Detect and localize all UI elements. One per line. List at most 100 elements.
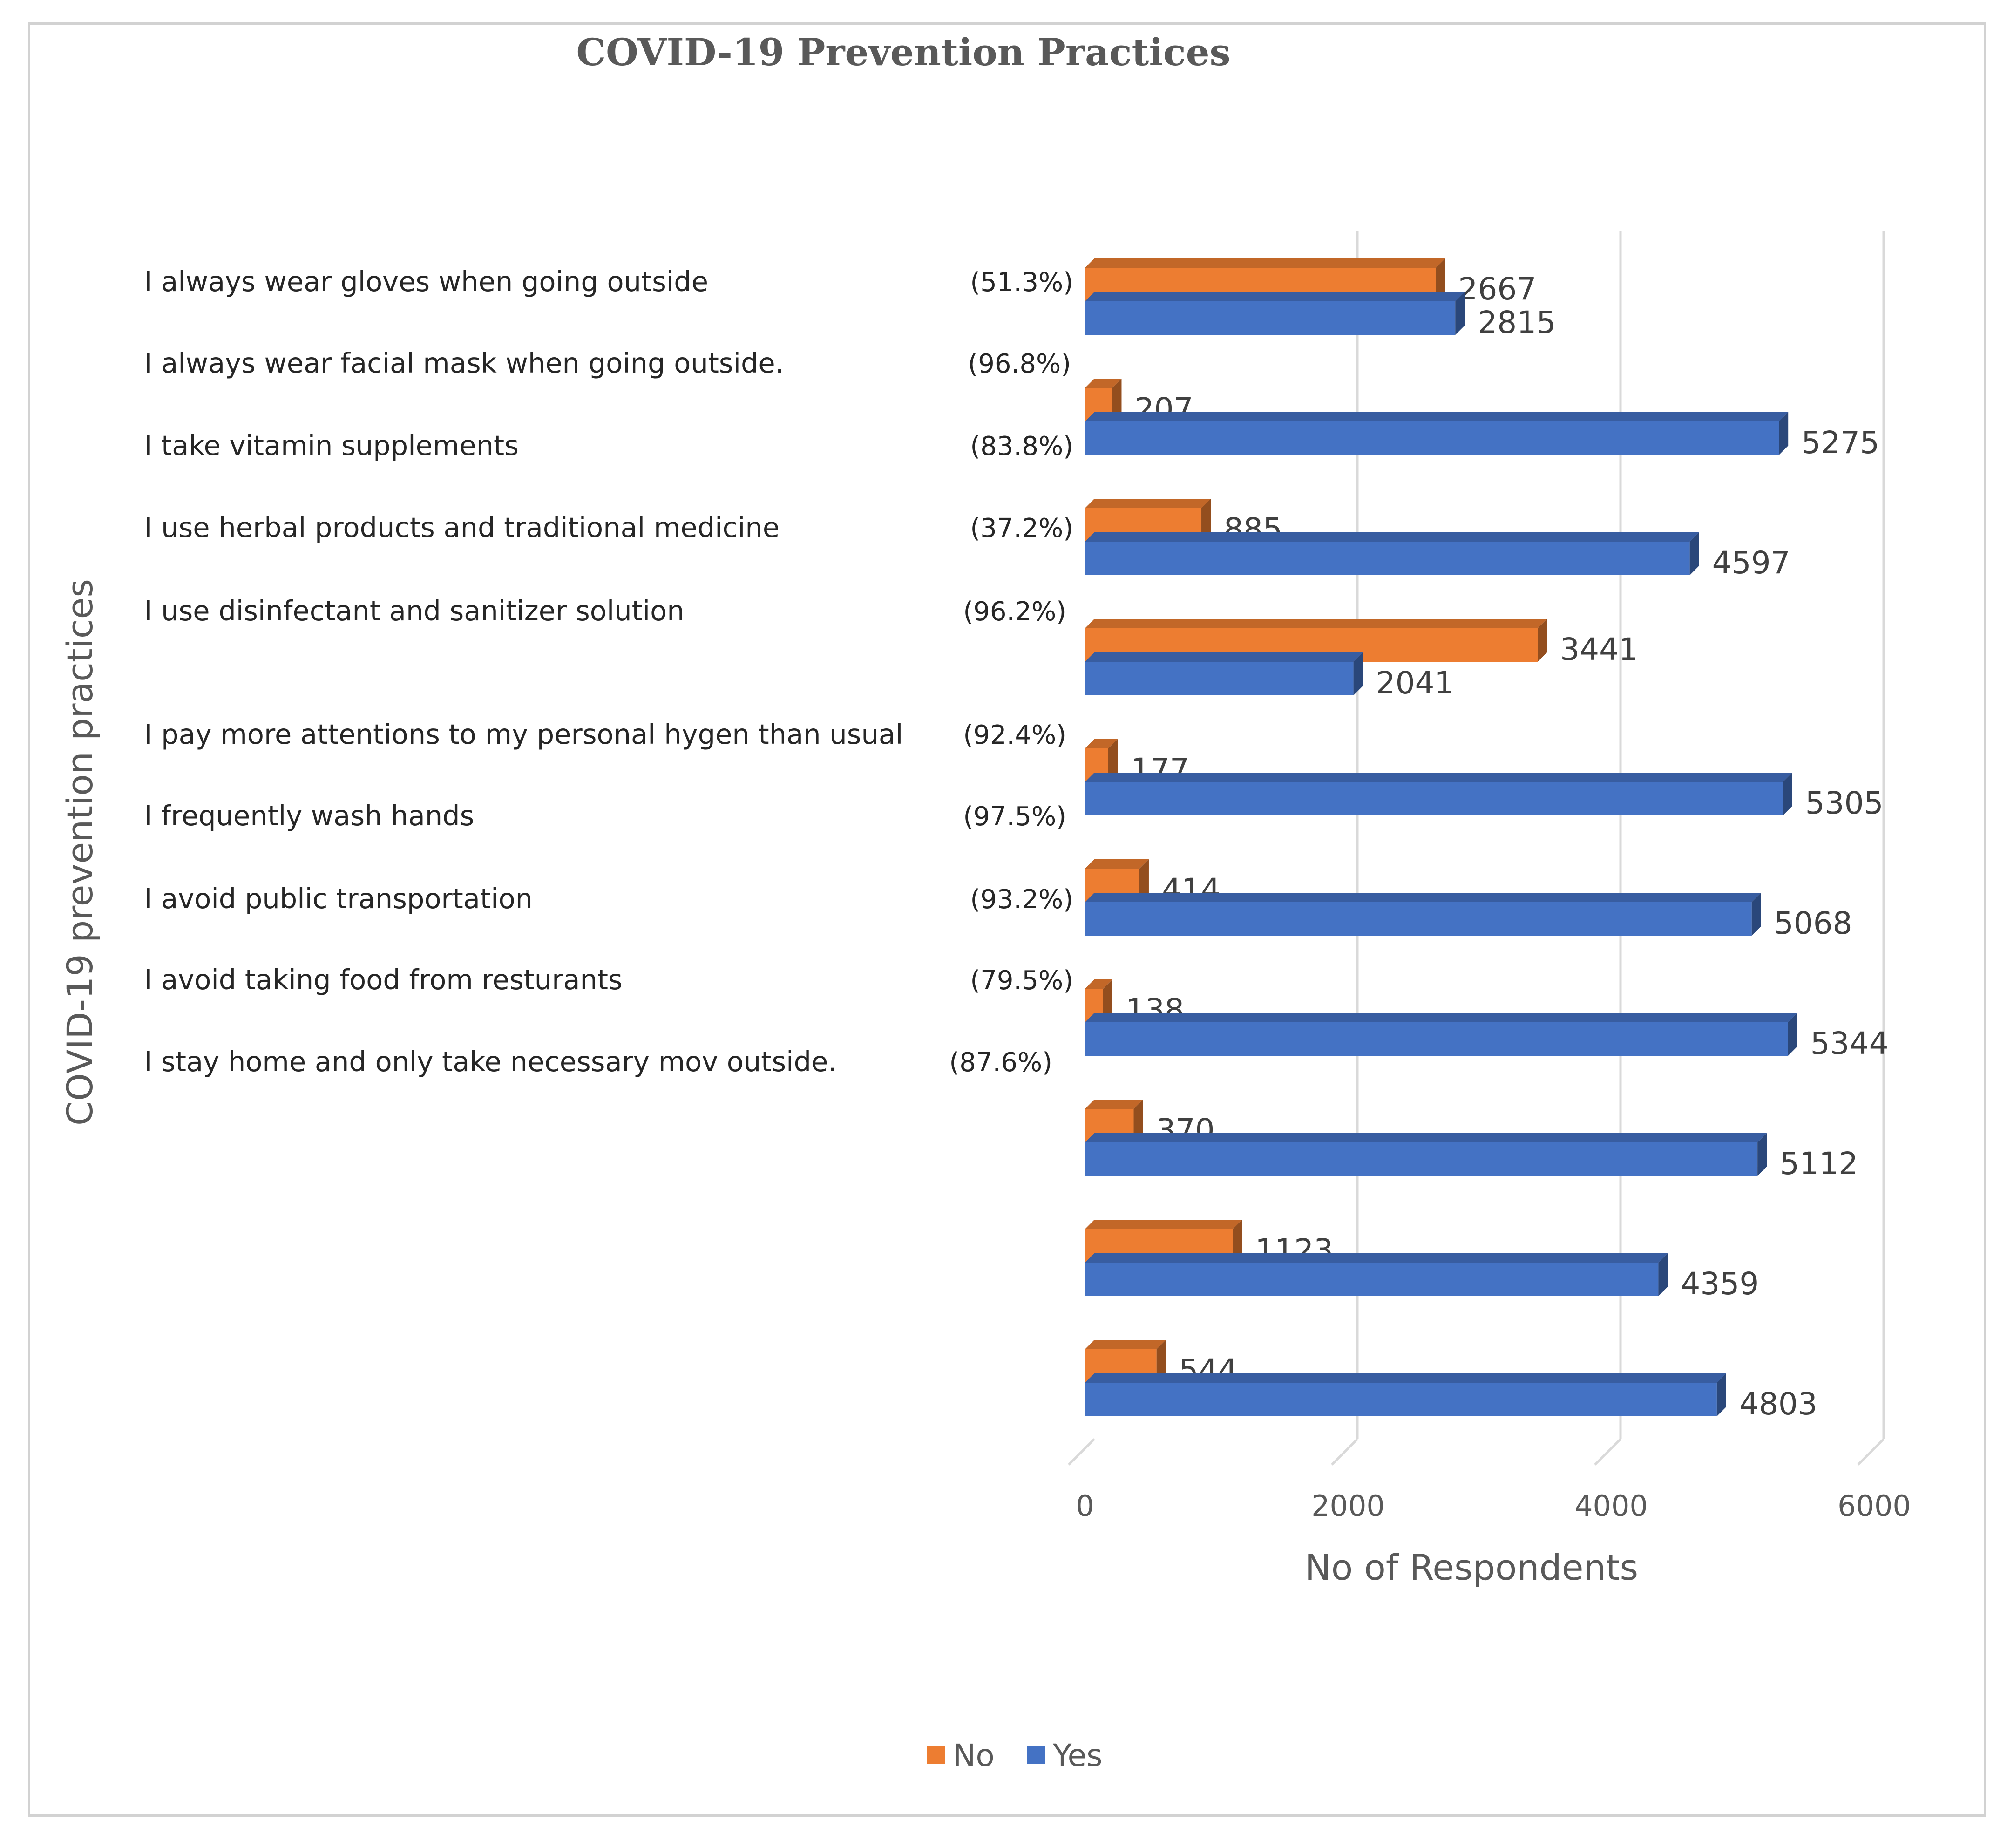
category-percent: (79.5%) [970,965,1073,996]
bar-top-no-1 [1085,379,1122,388]
bar-top-yes-5 [1085,893,1761,902]
floor-line-2000 [1331,1438,1358,1466]
bar-side-yes-5 [1751,893,1761,936]
bar-top-no-2 [1085,499,1211,508]
bar-top-yes-2 [1085,532,1699,542]
bar-yes-5 [1085,902,1752,936]
bar-side-no-2 [1201,499,1211,542]
bar-top-yes-6 [1085,1013,1797,1022]
bar-side-no-1 [1112,379,1122,421]
bar-side-no-3 [1538,619,1547,662]
category-label: I pay more attentions to my personal hyg… [144,718,903,750]
bar-side-yes-3 [1353,652,1363,695]
data-label-yes: 5068 [1774,905,1852,941]
category-percent: (92.4%) [963,720,1066,750]
bar-yes-6 [1085,1022,1788,1056]
bar-yes-3 [1085,662,1354,695]
x-tick-label: 2000 [1311,1489,1385,1523]
bar-top-no-3 [1085,619,1547,628]
category-label: I use herbal products and traditional me… [144,511,780,544]
bar-top-yes-4 [1085,773,1792,782]
bar-top-yes-3 [1085,652,1363,662]
bar-top-no-4 [1085,739,1118,748]
category-label: I stay home and only take necessary mov … [144,1046,837,1078]
legend-label-no: No [953,1738,995,1773]
bar-side-yes-2 [1689,532,1699,575]
data-label-no: 2667 [1458,271,1536,307]
bar-yes-0 [1085,301,1456,335]
category-label: I always wear facial mask when going out… [144,347,784,379]
data-label-no: 3441 [1560,632,1638,667]
category-labels: I always wear gloves when going outside I… [144,265,1073,1078]
bar-yes-2 [1085,542,1690,575]
bar-yes-8 [1085,1263,1659,1296]
bar-top-yes-1 [1085,412,1789,421]
data-label-yes: 4359 [1681,1266,1759,1302]
category-percent: (37.2%) [970,513,1073,544]
category-label: I use disinfectant and sanitizer solutio… [144,595,685,627]
bar-side-no-0 [1436,258,1445,301]
bar-yes-9 [1085,1383,1717,1416]
x-tick-label: 6000 [1837,1489,1911,1523]
data-label-yes: 5112 [1780,1146,1858,1182]
data-label-yes: 2815 [1478,305,1556,340]
bar-top-yes-8 [1085,1253,1668,1263]
bar-side-no-4 [1108,739,1118,782]
bar-top-no-0 [1085,258,1445,268]
legend: No Yes [927,1738,1103,1773]
bar-side-yes-0 [1455,292,1465,335]
legend-label-yes: Yes [1052,1738,1103,1773]
floor-line-6000 [1857,1438,1885,1466]
category-percent: (93.2%) [970,884,1073,915]
bar-top-yes-0 [1085,292,1465,301]
bar-top-no-5 [1085,859,1149,869]
bar-side-no-9 [1156,1340,1166,1383]
data-label-yes: 5344 [1810,1026,1889,1061]
category-label: I frequently wash hands [144,800,474,832]
chart-title: COVID-19 Prevention Practices [576,30,1231,74]
bar-side-no-6 [1103,979,1112,1022]
category-label: I avoid taking food from resturants [144,964,623,996]
bar-yes-1 [1085,421,1779,455]
floor-line-0 [1068,1438,1095,1466]
data-label-yes: 5305 [1805,785,1884,821]
bar-top-yes-9 [1085,1373,1726,1383]
bar-top-no-8 [1085,1220,1242,1229]
y-axis-title: COVID-19 prevention practices [59,579,101,1126]
data-label-yes: 4597 [1712,545,1790,581]
bar-side-yes-6 [1788,1013,1797,1056]
x-tick-label: 0 [1076,1489,1094,1523]
bar-top-no-9 [1085,1340,1166,1349]
bar-side-yes-9 [1716,1373,1726,1416]
category-percent: (51.3%) [970,267,1073,298]
bars: 2667281520752758854597344120411775305414… [1085,258,1889,1422]
bar-top-no-7 [1085,1100,1143,1109]
bar-yes-7 [1085,1142,1758,1176]
x-axis-title: No of Respondents [1305,1547,1638,1588]
bar-side-yes-8 [1658,1253,1668,1296]
bar-top-no-6 [1085,979,1112,989]
chart-frame [28,22,1986,1817]
x-tick-label: 4000 [1574,1489,1648,1523]
bar-side-yes-4 [1783,773,1792,815]
bar-side-yes-7 [1757,1133,1767,1176]
category-percent: (83.8%) [970,431,1073,462]
category-percent: (97.5%) [963,802,1066,832]
bar-side-no-5 [1139,859,1149,902]
bar-top-yes-7 [1085,1133,1767,1142]
legend-swatch-no [927,1746,945,1764]
bar-side-yes-1 [1779,412,1789,455]
category-percent: (96.2%) [963,597,1066,627]
category-label: I take vitamin supplements [144,429,519,462]
legend-swatch-yes [1027,1746,1045,1764]
bar-yes-4 [1085,782,1783,815]
data-label-yes: 5275 [1801,425,1879,461]
category-label: I always wear gloves when going outside [144,265,708,298]
data-label-yes: 2041 [1376,665,1454,701]
category-percent: (96.8%) [968,349,1071,379]
bar-side-no-8 [1233,1220,1242,1263]
x-axis-ticks: 0 2000 4000 6000 [1076,1489,1911,1523]
category-percent: (87.6%) [949,1047,1052,1078]
category-label: I avoid public transportation [144,883,533,915]
